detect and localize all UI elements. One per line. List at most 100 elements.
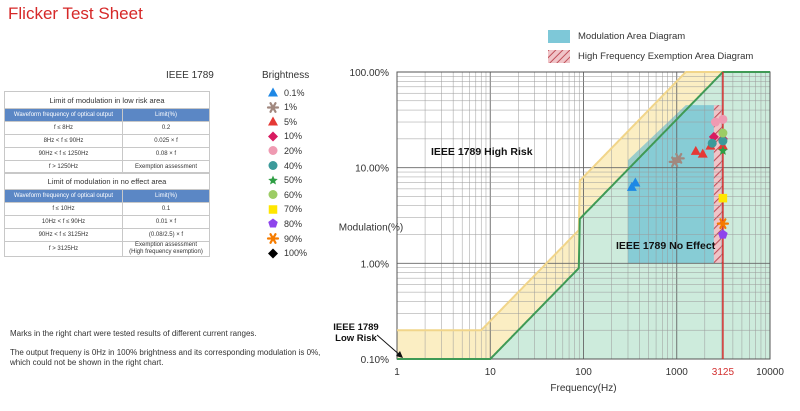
legend-marker-shape [268,175,278,185]
low-risk-header-frequency: Waveform frequency of optical output [4,108,123,122]
legend-label: 10% [284,131,303,142]
plot-frame [396,71,771,360]
legend-marker-shape [268,146,278,156]
low-risk-boundary [397,71,770,332]
legend-label: 100% [284,248,308,259]
legend-marker [268,218,278,228]
legend-marker-shape [268,205,278,214]
legend-label: 60% [284,189,303,200]
no-effect-label: IEEE 1789 No Effect [616,240,716,252]
table-row: 90Hz < f ≤ 3125Hz (0.08/2.5) × f [4,228,210,242]
table-cell: Exemption assessment (High frequency exe… [122,241,210,257]
legend-marker-shape [268,116,278,126]
data-point [718,229,728,239]
data-point [718,128,728,138]
low-risk-pointer-arrow [396,351,403,358]
brightness-legend-title: Brightness [262,70,310,81]
note-text: The output frequeny is 0Hz in 100% brigh… [10,348,321,367]
table-row: f ≤ 8Hz 0.2 [4,121,210,135]
legend-marker [268,131,278,142]
area-legend-exemption: High Frequency Exemption Area Diagram [548,50,753,63]
area-legend-modulation: Modulation Area Diagram [548,30,685,43]
brightness-legend-item: 60% [266,188,302,201]
legend-marker-shape [266,233,280,244]
brightness-legend-item: 100% [266,247,307,260]
legend-label: 5% [284,116,298,127]
no-effect-header-limit: Limit(%) [122,189,210,203]
y-tick-label: 0.10% [361,355,389,366]
y-tick-label: 100.00% [350,68,390,79]
brightness-legend-item: 80% [266,217,302,230]
legend-marker-shape [268,87,278,97]
low-risk-table: Limit of modulation in low risk area Wav… [4,91,210,174]
low-risk-label: Low Risk [335,333,377,344]
x-tick-label: 1 [394,367,400,378]
x-axis-label: Frequency(Hz) [550,383,616,394]
legend-label: 1% [284,102,298,113]
note-text: Marks in the right chart were tested res… [10,329,257,338]
brightness-legend-item: 50% [266,174,302,187]
legend-marker-shape [268,248,278,259]
table-cell: f > 3125Hz [4,241,123,257]
legend-label: 50% [284,175,303,186]
brightness-legend-item: 5% [266,115,297,128]
legend-label: 90% [284,233,303,244]
legend-label: 70% [284,204,303,215]
legend-marker-shape [268,218,278,228]
legend-marker [268,116,278,126]
legend-marker [266,233,280,244]
x-tick-label: 10000 [756,367,784,378]
standard-label: IEEE 1789 [166,70,214,81]
legend-marker-shape [268,190,278,200]
no-effect-boundary [397,71,770,360]
area-legend-label: High Frequency Exemption Area Diagram [578,51,754,62]
y-tick-label: 10.00% [355,164,389,175]
data-point [716,218,729,230]
legend-label: 0.1% [284,87,305,98]
modulation-area-swatch [548,30,570,43]
brightness-legend-item: 90% [266,232,302,245]
legend-marker [268,87,278,97]
data-point [697,148,708,158]
legend-marker [268,190,278,200]
exemption-area [713,105,723,264]
data-point [718,136,728,146]
area-legend-label: Modulation Area Diagram [578,31,686,42]
x-tick-label: 10 [485,367,497,378]
table-row: 10Hz < f ≤ 90Hz 0.01 × f [4,215,210,229]
legend-marker [268,175,278,185]
data-point [718,193,728,203]
data-point [718,145,728,155]
legend-marker [268,205,278,214]
legend-label: 20% [284,145,303,156]
data-point [630,177,641,187]
data-point [718,114,728,124]
legend-marker-shape [268,131,278,142]
brightness-legend-item: 10% [266,130,302,143]
legend-marker-shape [268,161,278,170]
data-point [690,145,701,155]
brightness-legend-item: 70% [266,203,302,216]
legend-marker [268,161,278,170]
exemption-area-swatch [548,50,570,63]
legend-marker [266,101,280,113]
brightness-legend-item: 1% [266,101,297,114]
legend-marker-shape [266,101,280,113]
legend-label: 40% [284,160,303,171]
brightness-legend-item: 40% [266,159,302,172]
legend-label: 80% [284,218,303,229]
low-risk-label: IEEE 1789 [333,322,378,333]
table-row: f > 1250Hz Exemption assessment [4,160,210,174]
legend-marker [268,146,278,156]
data-point [707,138,717,148]
no-effect-table: Limit of modulation in no effect area Wa… [4,172,210,257]
data-point [672,152,685,164]
table-row: f > 3125Hz Exemption assessment (High fre… [4,241,210,257]
x-tick-label: 100 [575,367,592,378]
x-tick-label: 3125 [712,367,735,378]
low-risk-pointer [376,334,402,357]
brightness-legend-item: 20% [266,144,302,157]
data-point [710,117,720,127]
legend-marker [268,248,278,259]
